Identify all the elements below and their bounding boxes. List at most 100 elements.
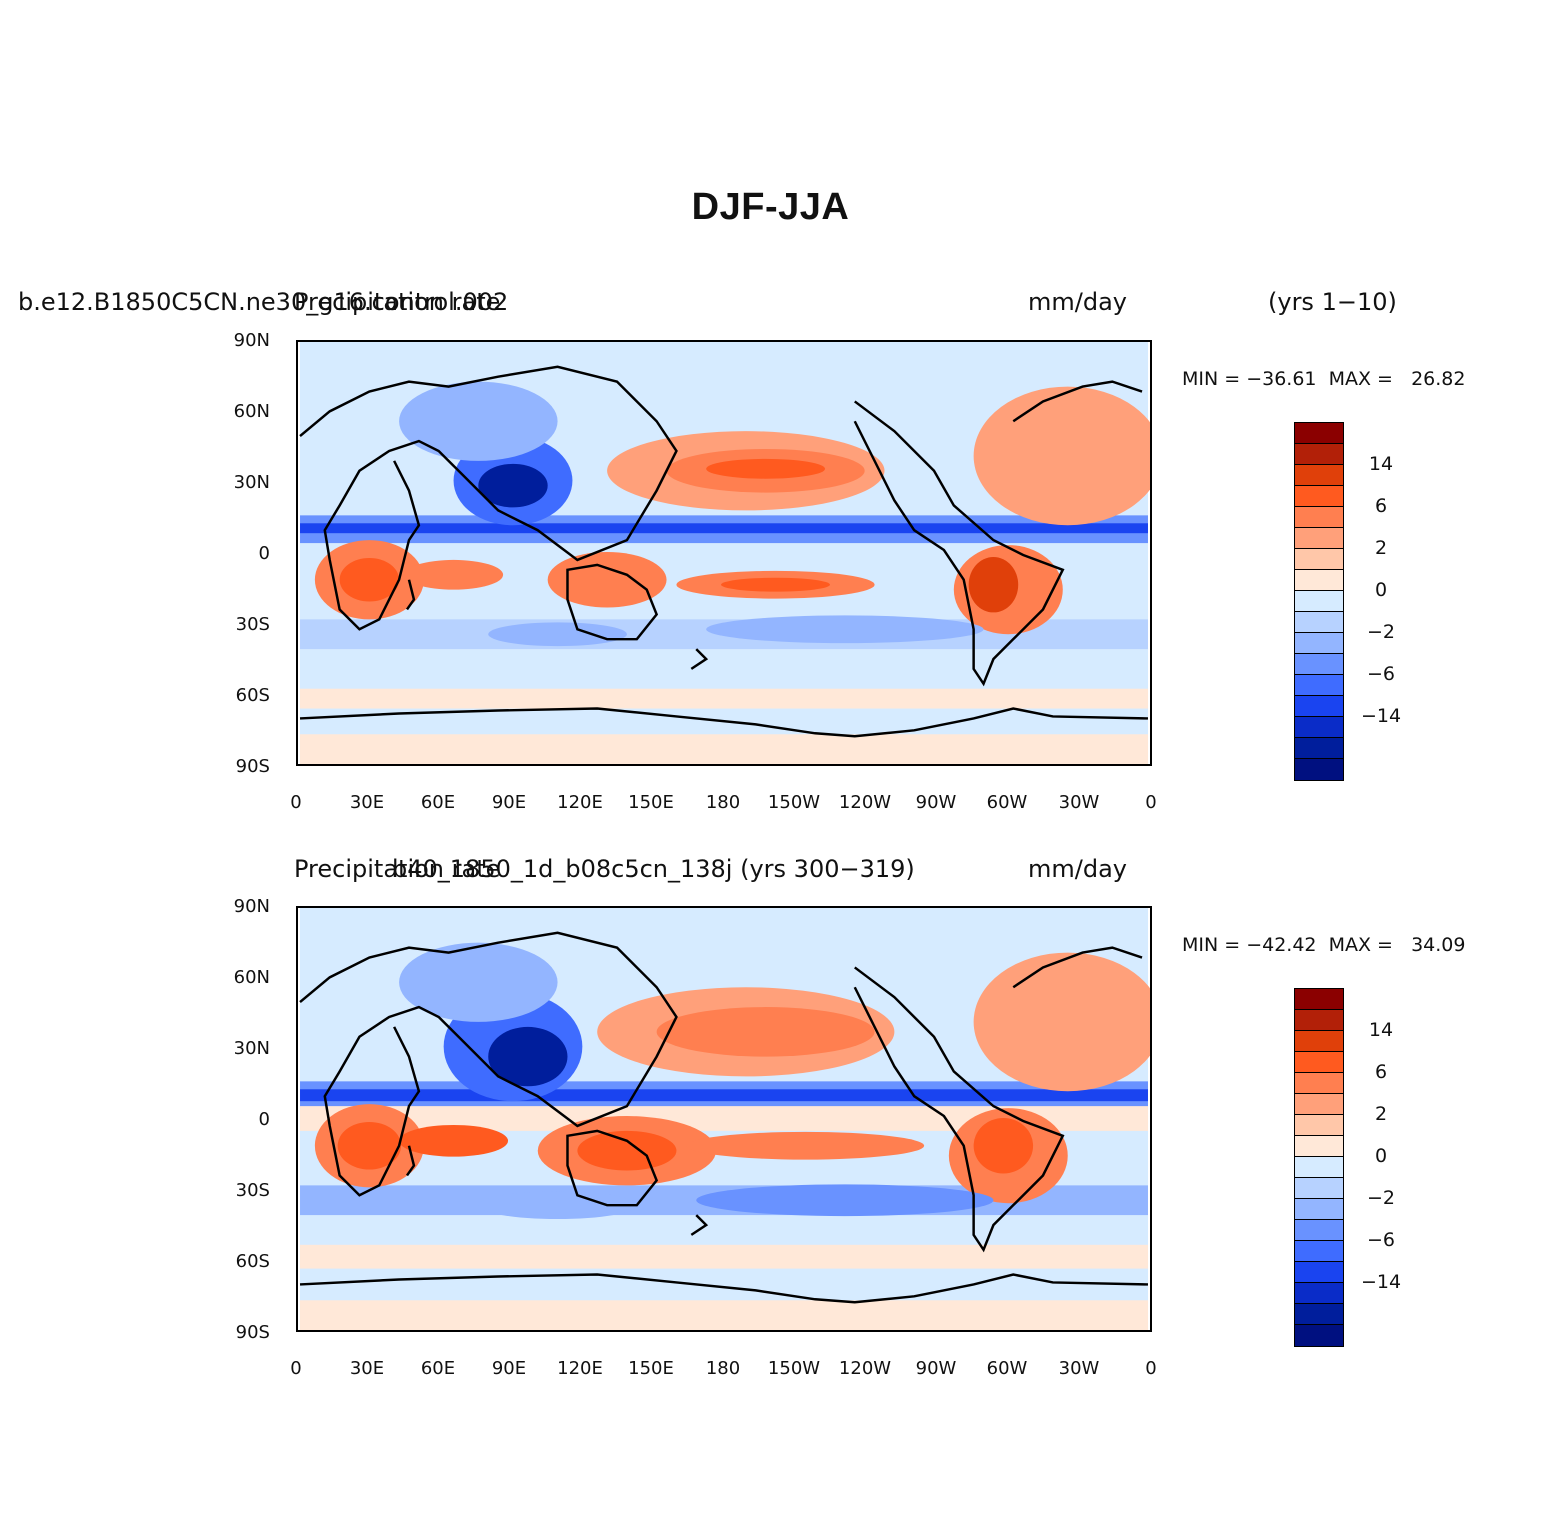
panel1-lon-label: 150E bbox=[628, 792, 674, 813]
panel1-lon-label: 30W bbox=[1058, 792, 1100, 813]
panel2-lon-label: 180 bbox=[705, 1358, 741, 1379]
colorbar-swatch bbox=[1295, 1031, 1343, 1052]
colorbar-swatch bbox=[1295, 1157, 1343, 1178]
panel2-colorbar-label: 0 bbox=[1374, 1145, 1388, 1167]
panel2-coastlines bbox=[299, 931, 1149, 1304]
panel2-lon-label: 90E bbox=[491, 1358, 527, 1379]
panel2-colorbar bbox=[1294, 988, 1344, 1347]
panel1-case-name: b.e12.B1850C5CN.ne30_g16.control.002 bbox=[18, 288, 509, 316]
panel2-lat-label: 90S bbox=[235, 1322, 270, 1343]
colorbar-swatch bbox=[1295, 1073, 1343, 1094]
colorbar-swatch bbox=[1295, 591, 1343, 612]
panel1-colorbar-label: −14 bbox=[1360, 705, 1402, 727]
panel2-min-max: MIN = −42.42 MAX = 34.09 bbox=[1182, 934, 1466, 956]
panel1-lon-label: 0 bbox=[1145, 792, 1157, 813]
panel2-lat-label: 30N bbox=[233, 1038, 270, 1059]
colorbar-swatch bbox=[1295, 444, 1343, 465]
panel1-lon-label: 150W bbox=[767, 792, 821, 813]
panel2-lon-label: 30E bbox=[349, 1358, 385, 1379]
panel2-lon-label: 120E bbox=[557, 1358, 603, 1379]
panel2-lat-label: 60N bbox=[233, 967, 270, 988]
panel1-lon-label: 90E bbox=[491, 792, 527, 813]
panel1-lat-label: 0 bbox=[258, 543, 270, 564]
panel1-precip-field bbox=[299, 342, 1150, 764]
colorbar-swatch bbox=[1295, 738, 1343, 759]
colorbar-swatch bbox=[1295, 675, 1343, 696]
panel1-coastlines bbox=[299, 365, 1149, 738]
panel1-colorbar-label: 2 bbox=[1374, 537, 1388, 559]
panel2-colorbar-label: −2 bbox=[1366, 1187, 1395, 1209]
panel2-colorbar-label: 14 bbox=[1368, 1019, 1394, 1041]
colorbar-swatch bbox=[1295, 1010, 1343, 1031]
panel2-lat-label: 60S bbox=[235, 1251, 270, 1272]
panel2-colorbar-label: −14 bbox=[1360, 1271, 1402, 1293]
colorbar-swatch bbox=[1295, 486, 1343, 507]
panel1-lat-label: 90N bbox=[233, 330, 270, 351]
panel1-variable: Precipitation rate bbox=[294, 288, 501, 316]
panel1-years: (yrs 1−10) bbox=[1268, 288, 1397, 316]
panel1-lat-label: 90S bbox=[235, 756, 270, 777]
colorbar-swatch bbox=[1295, 1178, 1343, 1199]
colorbar-swatch bbox=[1295, 989, 1343, 1010]
panel2-colorbar-label: −6 bbox=[1366, 1229, 1395, 1251]
colorbar-swatch bbox=[1295, 612, 1343, 633]
panel2-units: mm/day bbox=[1028, 855, 1127, 883]
panel1-colorbar-label: 14 bbox=[1368, 453, 1394, 475]
colorbar-swatch bbox=[1295, 1115, 1343, 1136]
colorbar-swatch bbox=[1295, 1304, 1343, 1325]
panel2-colorbar-label: 2 bbox=[1374, 1103, 1388, 1125]
colorbar-swatch bbox=[1295, 633, 1343, 654]
panel1-colorbar-label: 6 bbox=[1374, 495, 1388, 517]
colorbar-swatch bbox=[1295, 696, 1343, 717]
panel2-lon-label: 30W bbox=[1058, 1358, 1100, 1379]
panel2-lat-label: 30S bbox=[235, 1180, 270, 1201]
panel1-min-max: MIN = −36.61 MAX = 26.82 bbox=[1182, 368, 1466, 390]
colorbar-swatch bbox=[1295, 1094, 1343, 1115]
figure-title: DJF-JJA bbox=[691, 186, 850, 228]
panel2-lon-label: 150E bbox=[628, 1358, 674, 1379]
colorbar-swatch bbox=[1295, 1283, 1343, 1304]
colorbar-swatch bbox=[1295, 528, 1343, 549]
colorbar-swatch bbox=[1295, 1262, 1343, 1283]
panel2-lat-label: 0 bbox=[258, 1109, 270, 1130]
panel2-precip-field bbox=[299, 908, 1150, 1330]
panel1-lon-label: 120E bbox=[557, 792, 603, 813]
panel1-lon-label: 120W bbox=[838, 792, 892, 813]
panel1-colorbar-label: 0 bbox=[1374, 579, 1388, 601]
colorbar-swatch bbox=[1295, 1220, 1343, 1241]
panel1-lon-label: 60W bbox=[986, 792, 1028, 813]
colorbar-swatch bbox=[1295, 1325, 1343, 1346]
colorbar-swatch bbox=[1295, 1052, 1343, 1073]
panel1-lat-label: 60N bbox=[233, 401, 270, 422]
panel2-lon-label: 0 bbox=[1145, 1358, 1157, 1379]
colorbar-swatch bbox=[1295, 717, 1343, 738]
panel2-lon-label: 120W bbox=[838, 1358, 892, 1379]
colorbar-swatch bbox=[1295, 507, 1343, 528]
panel1-lon-label: 90W bbox=[915, 792, 957, 813]
colorbar-swatch bbox=[1295, 570, 1343, 591]
panel2-lon-label: 60E bbox=[420, 1358, 456, 1379]
panel1-lat-label: 60S bbox=[235, 685, 270, 706]
panel2-lon-label: 90W bbox=[915, 1358, 957, 1379]
panel2-map bbox=[296, 906, 1152, 1332]
panel2-lon-label: 150W bbox=[767, 1358, 821, 1379]
panel2-colorbar-label: 6 bbox=[1374, 1061, 1388, 1083]
colorbar-swatch bbox=[1295, 1241, 1343, 1262]
panel2-lat-label: 90N bbox=[233, 896, 270, 917]
colorbar-swatch bbox=[1295, 465, 1343, 486]
panel2-lon-label: 0 bbox=[290, 1358, 302, 1379]
colorbar-swatch bbox=[1295, 759, 1343, 780]
panel1-lat-label: 30N bbox=[233, 472, 270, 493]
panel2-lon-label: 60W bbox=[986, 1358, 1028, 1379]
panel1-lon-label: 180 bbox=[705, 792, 741, 813]
colorbar-swatch bbox=[1295, 1199, 1343, 1220]
panel1-colorbar bbox=[1294, 422, 1344, 781]
panel1-lon-label: 30E bbox=[349, 792, 385, 813]
panel2-variable: Precipitation rate bbox=[294, 855, 501, 883]
panel1-colorbar-label: −2 bbox=[1366, 621, 1395, 643]
panel2-case-name: b40_1850_1d_b08c5cn_138j (yrs 300−319) bbox=[392, 855, 915, 883]
colorbar-swatch bbox=[1295, 1136, 1343, 1157]
panel1-lon-label: 0 bbox=[290, 792, 302, 813]
colorbar-swatch bbox=[1295, 654, 1343, 675]
colorbar-swatch bbox=[1295, 423, 1343, 444]
